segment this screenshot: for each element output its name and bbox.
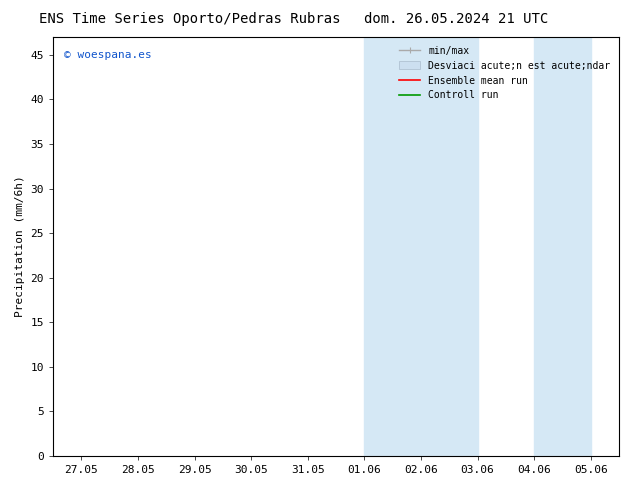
Bar [365,37,477,456]
Legend: min/max, Desviaci acute;n est acute;ndar, Ensemble mean run, Controll run: min/max, Desviaci acute;n est acute;ndar… [395,42,614,104]
Text: dom. 26.05.2024 21 UTC: dom. 26.05.2024 21 UTC [365,12,548,26]
Text: © woespana.es: © woespana.es [65,49,152,60]
Bar [534,37,591,456]
Text: ENS Time Series Oporto/Pedras Rubras: ENS Time Series Oporto/Pedras Rubras [39,12,341,26]
Y-axis label: Precipitation (mm/6h): Precipitation (mm/6h) [15,175,25,318]
